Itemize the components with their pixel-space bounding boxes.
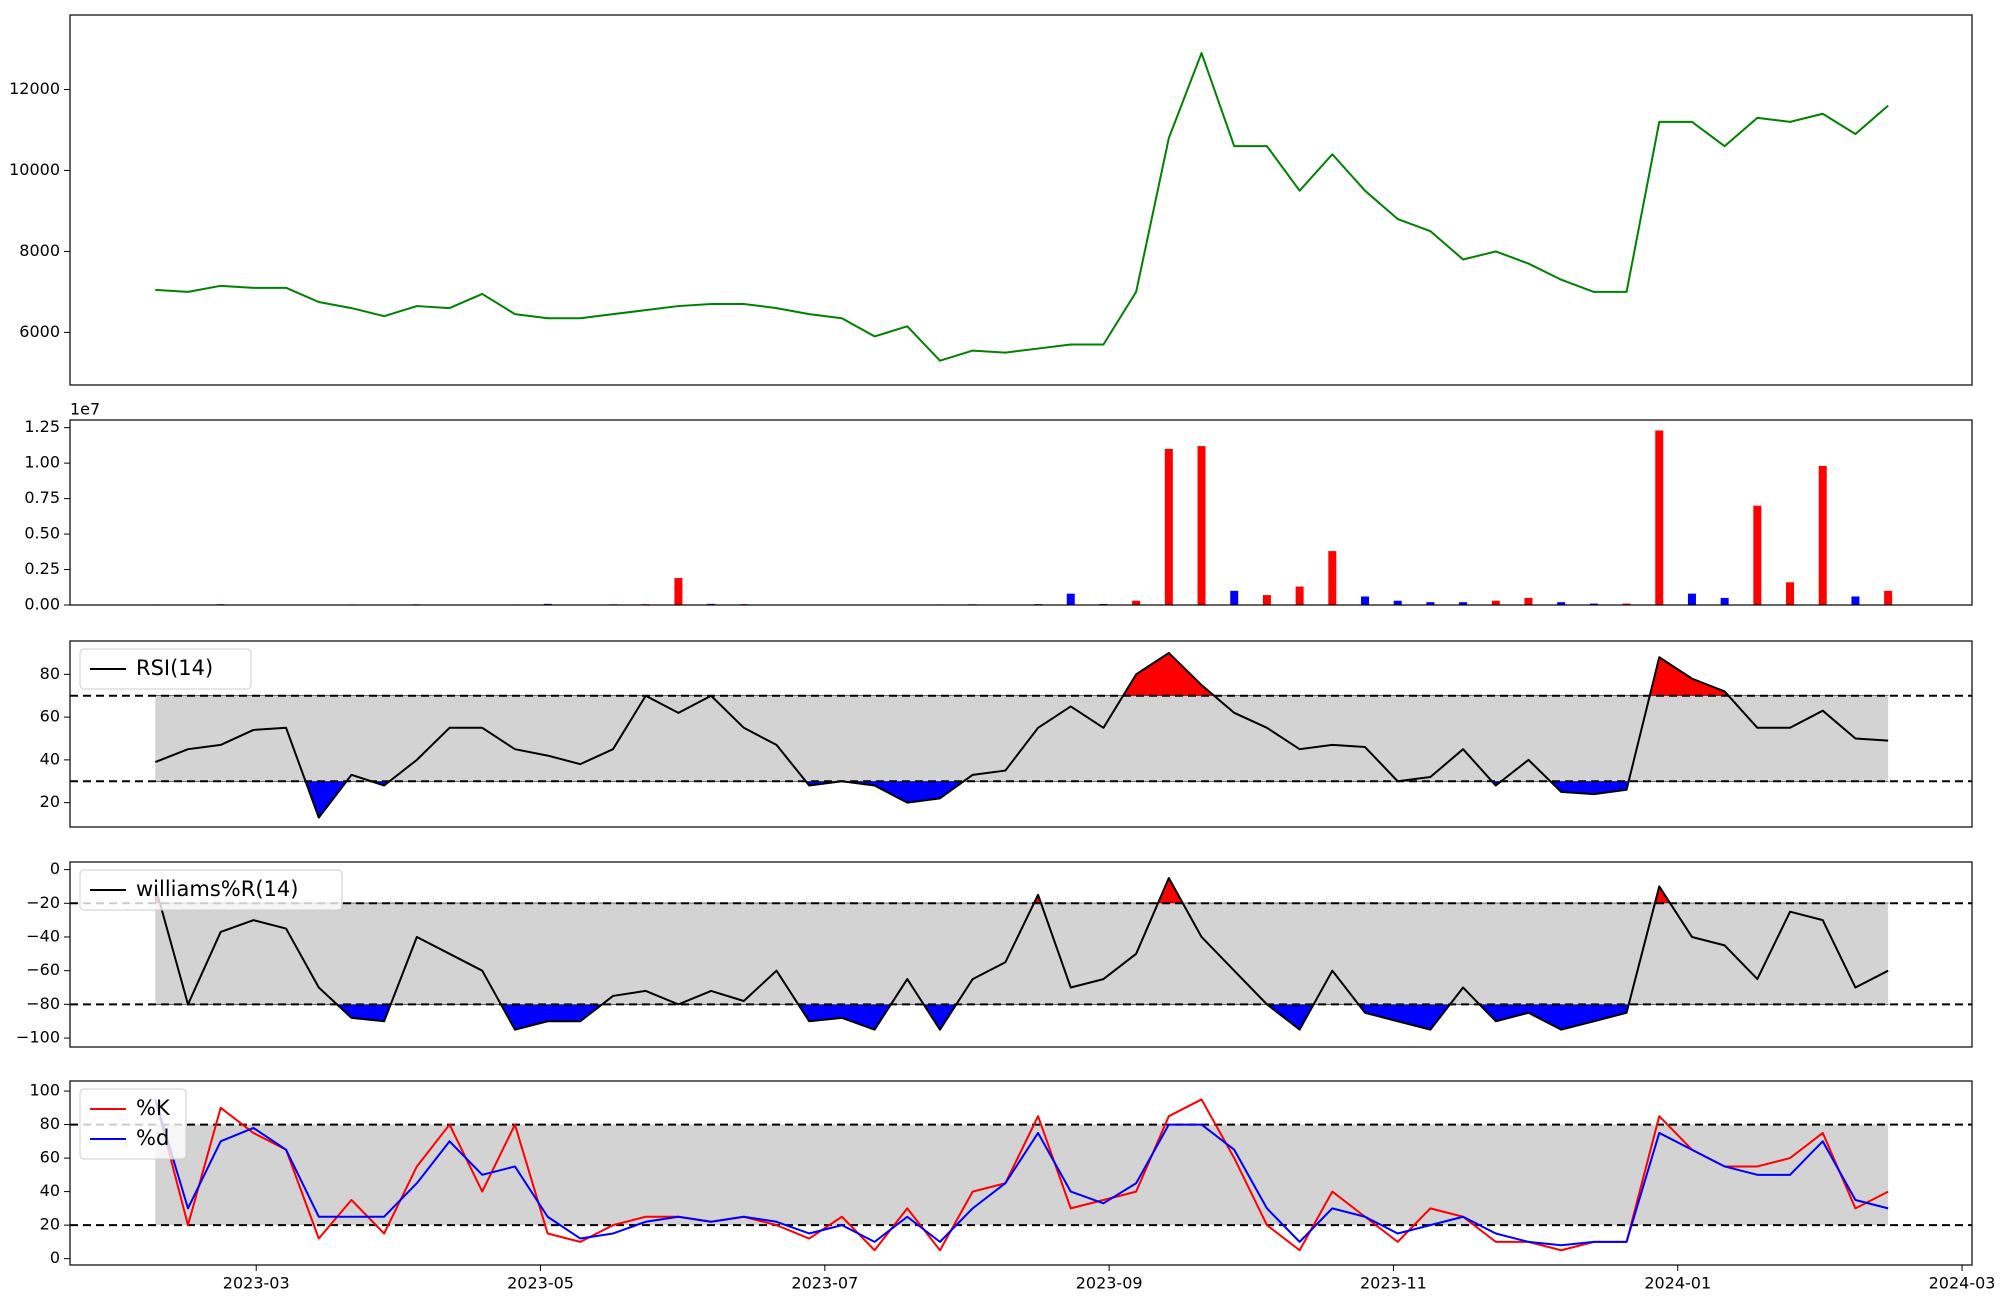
series-line xyxy=(154,651,1889,819)
low-fill xyxy=(154,1004,1889,1031)
x-tick-label: 2024-03 xyxy=(1929,1274,1996,1293)
axes-frame xyxy=(69,419,1973,606)
volume-bar xyxy=(1164,448,1173,605)
volume-bar xyxy=(1230,590,1239,605)
neutral-band xyxy=(155,903,1889,1005)
volume-bar xyxy=(1361,596,1370,605)
y-tick-label: 0 xyxy=(50,1248,60,1267)
volume-bar xyxy=(1720,597,1729,605)
y-tick-label: −20 xyxy=(26,893,60,912)
y-tick-label: 12000 xyxy=(9,79,60,98)
volume-bar xyxy=(1655,430,1664,605)
y-tick-label: 0.50 xyxy=(24,524,60,543)
volume-bar xyxy=(1459,602,1468,605)
y-tick-label: −100 xyxy=(16,1028,60,1047)
volume-bar xyxy=(1491,600,1500,605)
series-line xyxy=(154,877,1889,1031)
y-tick-label: 80 xyxy=(40,1114,60,1133)
volume-bar xyxy=(1786,582,1795,605)
volume-bar xyxy=(1884,590,1893,605)
y-tick-label: 40 xyxy=(40,1181,60,1200)
volume-bar xyxy=(1328,551,1337,605)
axes-frame xyxy=(69,640,1973,828)
volume-bar xyxy=(1589,603,1598,605)
axes-frame xyxy=(69,861,1973,1048)
axes-frame xyxy=(69,1080,1973,1266)
axes-frame xyxy=(69,14,1973,386)
y-tick-label: 100 xyxy=(29,1081,60,1100)
volume-bar xyxy=(1132,600,1141,605)
volume-bar xyxy=(1557,602,1566,605)
volume-bar xyxy=(1393,600,1402,605)
y-tick-label: 80 xyxy=(40,664,60,683)
volume-bar xyxy=(1066,593,1075,605)
volume-bar xyxy=(674,578,683,605)
neutral-band xyxy=(155,1124,1889,1226)
volume-bar xyxy=(1753,505,1762,605)
high-fill xyxy=(154,652,1889,696)
volume-bar xyxy=(1622,603,1631,605)
legend-box xyxy=(79,869,343,911)
legend-label: RSI(14) xyxy=(136,656,213,680)
y-tick-label: 60 xyxy=(40,1148,60,1167)
volume-bar xyxy=(1524,597,1533,605)
volume-bar xyxy=(1262,595,1271,605)
legend-label: williams%R(14) xyxy=(136,877,298,901)
volume-bar xyxy=(1295,586,1304,605)
volume-bar xyxy=(1818,465,1827,605)
y-tick-label: 10000 xyxy=(9,160,60,179)
y-tick-label: 6000 xyxy=(19,322,60,341)
y-tick-label: 8000 xyxy=(19,241,60,260)
x-tick-label: 2023-05 xyxy=(507,1274,574,1293)
x-tick-label: 2024-01 xyxy=(1644,1274,1711,1293)
series-line xyxy=(155,52,1889,362)
x-tick-label: 2023-09 xyxy=(1076,1274,1143,1293)
legend-box xyxy=(79,1088,187,1160)
y-tick-label: 0 xyxy=(50,859,60,878)
neutral-band xyxy=(155,695,1889,782)
y-tick-label: 0.75 xyxy=(24,488,60,507)
y-tick-label: 1.25 xyxy=(24,417,60,436)
legend-label: %d xyxy=(136,1126,169,1150)
x-tick-label: 2023-11 xyxy=(1360,1274,1427,1293)
y-tick-label: 1.00 xyxy=(24,453,60,472)
y-tick-label: 40 xyxy=(40,749,60,768)
y-tick-label: −80 xyxy=(26,994,60,1013)
series-line xyxy=(154,1099,1889,1247)
y-tick-label: 60 xyxy=(40,707,60,726)
legend-label: %K xyxy=(136,1096,171,1120)
x-tick-label: 2023-07 xyxy=(791,1274,858,1293)
y-tick-label: 20 xyxy=(40,792,60,811)
volume-bar xyxy=(1687,593,1696,605)
y-tick-label: −60 xyxy=(26,960,60,979)
offset-label: 1e7 xyxy=(70,400,100,419)
legend-box xyxy=(79,648,252,690)
volume-bar xyxy=(1426,602,1435,605)
y-tick-label: 0.00 xyxy=(24,595,60,614)
volume-bar xyxy=(1851,596,1860,605)
y-tick-label: −40 xyxy=(26,926,60,945)
y-tick-label: 20 xyxy=(40,1215,60,1234)
volume-bar xyxy=(1197,446,1206,605)
y-tick-label: 0.25 xyxy=(24,559,60,578)
x-tick-label: 2023-03 xyxy=(223,1274,290,1293)
